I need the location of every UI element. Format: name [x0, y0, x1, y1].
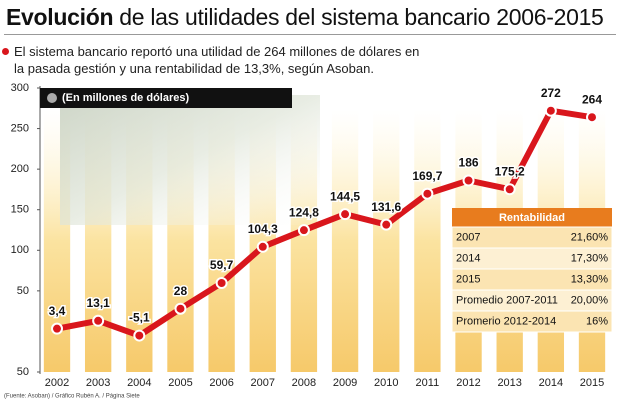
value-label: 28: [174, 284, 188, 298]
value-label: 264: [582, 92, 602, 106]
stripe: [331, 110, 359, 372]
unit-label: (En millones de dólares): [62, 92, 189, 104]
y-tick-label: 100: [11, 244, 29, 256]
table-cell: Promerio 2012-2014: [456, 315, 556, 327]
x-tick-label: 2010: [374, 377, 398, 389]
value-label: 169,7: [412, 169, 442, 183]
x-tick-label: 2012: [456, 377, 480, 389]
point: [51, 322, 63, 335]
divider: [4, 34, 616, 35]
point: [462, 174, 475, 187]
x-tick-label: 2003: [86, 377, 110, 389]
x-tick-label: 2005: [168, 377, 192, 389]
value-label: 3,4: [49, 304, 66, 318]
value-label: 131,6: [371, 200, 401, 214]
value-label: 104,3: [248, 222, 278, 236]
title-text: de las utilidades del sistema bancario 2…: [119, 4, 604, 30]
x-tick-label: 2007: [251, 377, 275, 389]
money-decoration: [60, 95, 320, 225]
unit-bar: [40, 88, 292, 108]
value-label: -5,1: [129, 311, 150, 325]
point: [133, 329, 146, 342]
stripe: [373, 110, 400, 372]
subtitle: El sistema bancario reportó una utilidad…: [14, 44, 420, 76]
table-cell: 2007: [456, 231, 480, 243]
table-cell: 20,00%: [571, 294, 609, 306]
x-tick-label: 2002: [45, 377, 69, 389]
value-label: 175,2: [495, 164, 525, 178]
x-tick-label: 2006: [209, 377, 233, 389]
table-cell: 16%: [586, 315, 608, 327]
table-cell: 21,60%: [571, 231, 609, 243]
value-label: 186: [459, 156, 479, 170]
line: [56, 107, 593, 339]
value-label: 13,1: [86, 296, 110, 310]
x-tick-label: 2014: [539, 377, 563, 389]
y-tick-label: 50: [17, 285, 29, 297]
table-row: [451, 310, 613, 333]
source: (Fuente: Asoban) / Gráfico Rubén A. / Pá…: [4, 394, 140, 400]
point: [92, 314, 105, 327]
title-lead: Evolución: [6, 4, 114, 30]
table-cell: 2014: [456, 252, 480, 264]
table-cell: 2015: [456, 273, 480, 285]
y-tick-label: 50: [17, 366, 29, 378]
value-label: 59,7: [210, 258, 234, 272]
bullet: [2, 48, 9, 55]
table-cell: 13,30%: [571, 273, 609, 285]
point: [503, 183, 516, 196]
table-title: Rentabilidad: [499, 212, 565, 224]
table-cell: 17,30%: [571, 252, 609, 264]
x-tick-label: 2013: [497, 377, 521, 389]
y-tick-label: 300: [11, 82, 29, 94]
point: [339, 208, 352, 221]
point: [215, 276, 228, 289]
unit-dot: [47, 93, 57, 103]
title: Evolución de las utilidades del sistema …: [6, 4, 604, 31]
y-tick-label: 150: [11, 204, 29, 216]
point: [544, 104, 557, 117]
x-tick-label: 2011: [416, 377, 440, 389]
x-tick-label: 2008: [292, 377, 316, 389]
point: [174, 302, 187, 315]
point: [380, 218, 393, 231]
value-label: 144,5: [330, 189, 360, 203]
x-tick-label: 2015: [580, 377, 604, 389]
point: [421, 187, 434, 200]
point: [297, 224, 310, 237]
point: [256, 240, 269, 253]
table-header: [452, 208, 612, 227]
table-cell: Promedio 2007-2011: [456, 294, 558, 306]
value-label: 124,8: [289, 205, 319, 219]
y-tick-label: 250: [11, 122, 29, 134]
point: [586, 111, 598, 124]
y-tick-label: 200: [11, 163, 29, 175]
value-label: 272: [541, 86, 561, 100]
stripe: [414, 110, 441, 372]
x-tick-label: 2004: [127, 377, 151, 389]
x-tick-label: 2009: [333, 377, 357, 389]
